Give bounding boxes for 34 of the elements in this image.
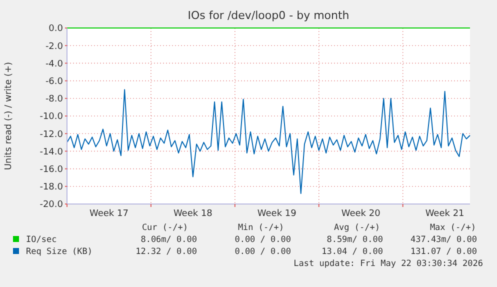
y-tick-label: -10.0	[40, 112, 64, 122]
text: Last update: Fri May 22 03:30:34 2026	[294, 259, 483, 269]
y-tick-label: -18.0	[40, 182, 64, 193]
y-tick-label: -16.0	[40, 164, 64, 175]
y-tick-label: -8.0	[45, 94, 64, 105]
text: 13.04 / 0.00	[322, 247, 383, 257]
y-tick-label: -2.0	[45, 42, 64, 52]
text: Avg (-/+)	[334, 223, 380, 233]
x-tick-label: Week 19	[257, 209, 297, 219]
y-tick-label: -20.0	[40, 200, 64, 210]
text: Min (-/+)	[238, 223, 284, 233]
y-tick-label: -12.0	[40, 130, 64, 140]
text: Max (-/+)	[430, 223, 476, 233]
text: 0.00 / 0.00	[234, 247, 291, 257]
text: Cur (-/+)	[142, 223, 188, 233]
text: 131.07 / 0.00	[410, 247, 477, 257]
chart-title: IOs for /dev/loop0 - by month	[188, 9, 350, 22]
text: 8.59m/ 0.00	[326, 235, 383, 245]
text: 437.43m/ 0.00	[410, 235, 477, 245]
text: 12.32 / 0.00	[136, 247, 197, 257]
line-series	[66, 89, 470, 194]
y-axis-title: Units read (-) / write (+)	[4, 62, 14, 170]
y-tick-label: 0.0	[48, 24, 64, 34]
y-tick-label: -4.0	[45, 59, 64, 70]
y-tick-label: -14.0	[40, 147, 64, 158]
legend-label: IO/sec	[26, 235, 57, 245]
x-tick-label: Week 17	[89, 209, 128, 219]
legend-label: Req Size (KB)	[26, 247, 93, 257]
text: 0.00 / 0.00	[234, 235, 291, 245]
y-tick-label: -6.0	[45, 76, 64, 87]
text: 8.06m/ 0.00	[140, 235, 197, 245]
x-tick-label: Week 20	[341, 209, 381, 219]
x-tick-label: Week 21	[425, 209, 464, 219]
x-tick-label: Week 18	[173, 209, 213, 219]
